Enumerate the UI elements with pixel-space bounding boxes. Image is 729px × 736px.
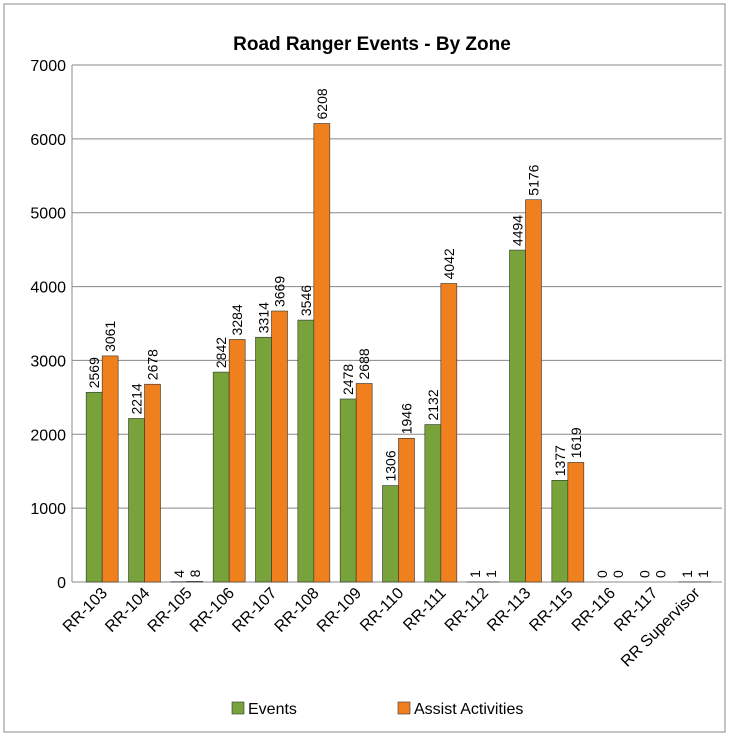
data-label: 1377 <box>552 445 568 476</box>
data-label: 4494 <box>510 215 526 246</box>
y-tick-label: 1000 <box>30 501 66 518</box>
legend-label: Events <box>248 701 297 718</box>
bar <box>424 424 442 583</box>
bar <box>355 383 373 583</box>
data-label: 3669 <box>272 276 288 307</box>
data-label: 3284 <box>229 304 245 335</box>
data-label: 0 <box>637 570 653 578</box>
bar <box>339 398 357 583</box>
bar <box>509 249 526 583</box>
data-label: 1 <box>467 570 483 578</box>
data-label: 2132 <box>425 389 441 420</box>
y-tick-label: 5000 <box>30 206 66 223</box>
bar <box>228 339 246 583</box>
legend-swatch <box>231 701 245 715</box>
y-tick-label: 2000 <box>30 427 66 444</box>
bar <box>382 485 399 583</box>
bar <box>398 437 415 583</box>
bar <box>313 123 331 583</box>
data-label: 1 <box>483 570 499 578</box>
data-label: 1306 <box>383 450 399 481</box>
bar <box>128 418 145 583</box>
data-label: 1946 <box>399 403 415 434</box>
data-label: 2569 <box>86 357 102 388</box>
data-label: 3314 <box>256 302 272 333</box>
bar <box>271 310 288 583</box>
bar <box>567 462 585 583</box>
legend-label: Assist Activities <box>414 701 523 718</box>
data-label: 2688 <box>356 348 372 379</box>
chart-title: Road Ranger Events - By Zone <box>233 34 511 55</box>
bar <box>85 391 103 583</box>
data-label: 8 <box>187 569 203 577</box>
y-tick-label: 3000 <box>30 353 66 370</box>
data-label: 2214 <box>129 383 145 414</box>
bar <box>212 371 230 583</box>
bar <box>551 479 569 583</box>
data-label: 1619 <box>568 427 584 458</box>
data-label: 3061 <box>102 321 118 352</box>
data-label: 5176 <box>526 164 542 195</box>
legend-swatch <box>397 701 411 715</box>
bar <box>440 283 458 583</box>
y-tick-label: 0 <box>57 575 66 592</box>
data-label: 3546 <box>298 285 314 316</box>
bar <box>525 199 542 583</box>
y-tick-label: 7000 <box>30 58 66 75</box>
data-label: 0 <box>594 570 610 578</box>
data-label: 0 <box>653 570 669 578</box>
y-tick-label: 6000 <box>30 132 66 149</box>
data-label: 6208 <box>314 88 330 119</box>
data-label: 4 <box>171 570 187 578</box>
bar <box>255 336 272 583</box>
data-label: 2478 <box>340 364 356 395</box>
y-tick-label: 4000 <box>30 280 66 297</box>
data-label: 1 <box>695 570 711 578</box>
data-label: 2678 <box>145 349 161 380</box>
bar <box>144 383 161 583</box>
bar <box>186 581 204 583</box>
chart-border <box>3 3 726 733</box>
bar <box>101 355 119 583</box>
data-label: 4042 <box>441 248 457 279</box>
data-label: 0 <box>610 570 626 578</box>
bar <box>297 319 315 583</box>
data-label: 1 <box>679 570 695 578</box>
data-label: 2842 <box>213 337 229 368</box>
